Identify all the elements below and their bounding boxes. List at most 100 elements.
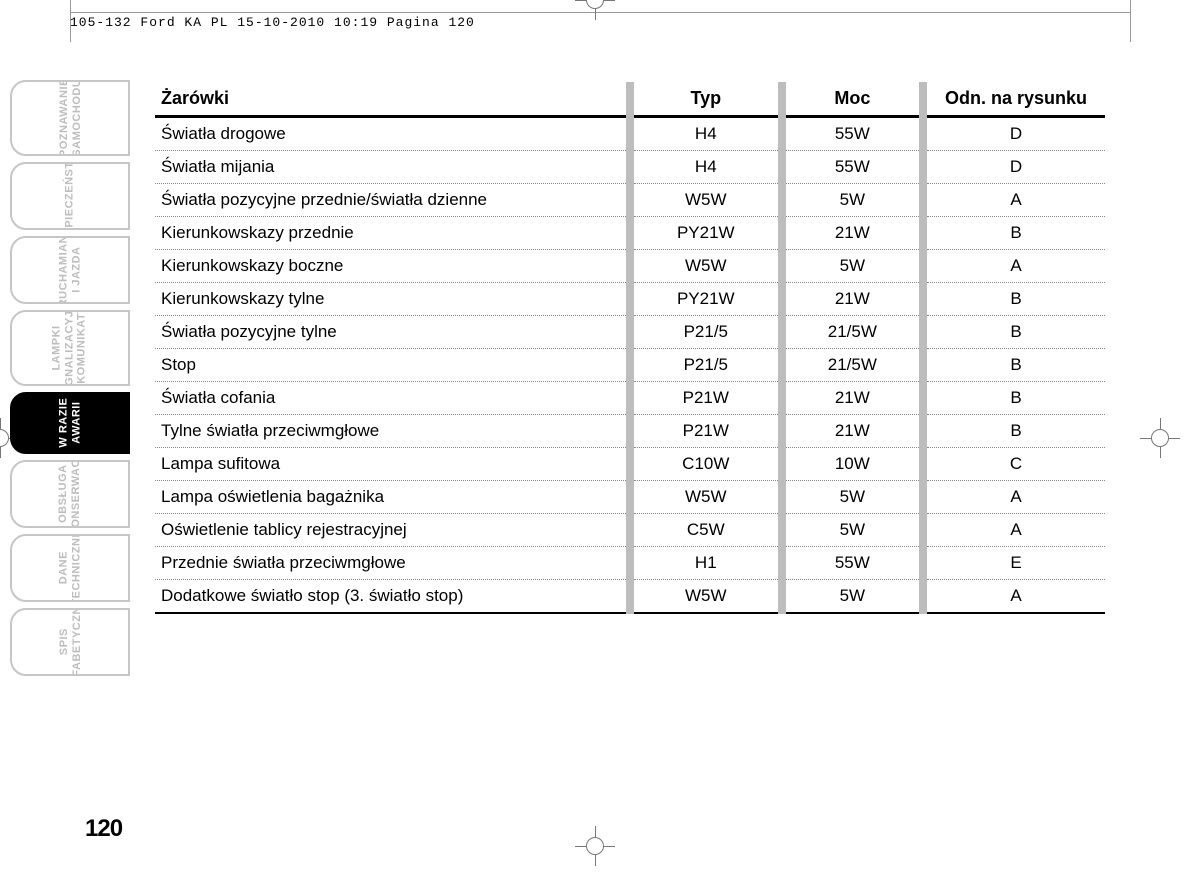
header-vert-right — [1130, 0, 1131, 42]
table-row: Kierunkowskazy boczneW5W5WA — [155, 250, 1105, 283]
table-cell: 21/5W — [782, 316, 923, 349]
table-cell: P21W — [630, 415, 782, 448]
table-cell: 55W — [782, 547, 923, 580]
sidebar-tab[interactable]: DANETECHNICZNE — [10, 534, 130, 602]
sidebar-tab-label: BEZPIECZEŃSTWO — [64, 162, 77, 230]
table-row: Światła mijaniaH455WD — [155, 151, 1105, 184]
table-cell: Dodatkowe światło stop (3. światło stop) — [155, 580, 630, 614]
table-cell: A — [923, 580, 1105, 614]
table-cell: Tylne światła przeciwmgłowe — [155, 415, 630, 448]
table-row: Lampa oświetlenia bagażnikaW5W5WA — [155, 481, 1105, 514]
table-cell: Stop — [155, 349, 630, 382]
table-row: Kierunkowskazy przedniePY21W21WB — [155, 217, 1105, 250]
table-cell: 21/5W — [782, 349, 923, 382]
table-cell: Światła cofania — [155, 382, 630, 415]
sidebar-tab[interactable]: OBSŁUGAI KONSERWACJA — [10, 460, 130, 528]
table-cell: 21W — [782, 415, 923, 448]
header-rule — [70, 12, 1130, 13]
table-row: StopP21/521/5WB — [155, 349, 1105, 382]
table-cell: B — [923, 382, 1105, 415]
table-row: Kierunkowskazy tylnePY21W21WB — [155, 283, 1105, 316]
sidebar-tab-label: DANETECHNICZNE — [57, 534, 82, 602]
table-cell: Lampa oświetlenia bagażnika — [155, 481, 630, 514]
table-cell: B — [923, 283, 1105, 316]
table-cell: C5W — [630, 514, 782, 547]
table-cell: 21W — [782, 382, 923, 415]
table-row: Światła cofaniaP21W21WB — [155, 382, 1105, 415]
table-header-cell: Typ — [630, 82, 782, 117]
table-cell: 5W — [782, 514, 923, 547]
table-cell: Kierunkowskazy boczne — [155, 250, 630, 283]
table-cell: A — [923, 250, 1105, 283]
sidebar-tab[interactable]: SPISAFABETYCZNY — [10, 608, 130, 676]
table-cell: Kierunkowskazy przednie — [155, 217, 630, 250]
table-cell: A — [923, 481, 1105, 514]
table-cell: Światła pozycyjne przednie/światła dzien… — [155, 184, 630, 217]
table-cell: 5W — [782, 580, 923, 614]
table-cell: D — [923, 151, 1105, 184]
table-cell: P21W — [630, 382, 782, 415]
sidebar-tab[interactable]: LAMPKISYGNALIZACYJNEI KOMUNIKATY — [10, 310, 130, 386]
table-row: Światła pozycyjne tylneP21/521/5WB — [155, 316, 1105, 349]
table-cell: 55W — [782, 151, 923, 184]
table-cell: PY21W — [630, 283, 782, 316]
sidebar-tab[interactable]: BEZPIECZEŃSTWO — [10, 162, 130, 230]
table-row: Tylne światła przeciwmgłoweP21W21WB — [155, 415, 1105, 448]
table-header-cell: Moc — [782, 82, 923, 117]
sidebar-tab[interactable]: URUCHAMIANIEI JAZDA — [10, 236, 130, 304]
table-cell: Światła pozycyjne tylne — [155, 316, 630, 349]
table-row: Lampa sufitowaC10W10WC — [155, 448, 1105, 481]
table-cell: B — [923, 415, 1105, 448]
table-cell: 21W — [782, 283, 923, 316]
table-cell: B — [923, 316, 1105, 349]
table-cell: W5W — [630, 481, 782, 514]
table-cell: 5W — [782, 184, 923, 217]
table-cell: W5W — [630, 184, 782, 217]
table-cell: Oświetlenie tablicy rejestracyjnej — [155, 514, 630, 547]
table-cell: H1 — [630, 547, 782, 580]
page-number: 120 — [85, 815, 122, 843]
table-cell: E — [923, 547, 1105, 580]
crop-header-text: 105-132 Ford KA PL 15-10-2010 10:19 Pagi… — [70, 15, 1130, 30]
sidebar-tab-label: SPISAFABETYCZNY — [57, 608, 82, 676]
table-cell: Przednie światła przeciwmgłowe — [155, 547, 630, 580]
table-cell: Lampa sufitowa — [155, 448, 630, 481]
table-cell: W5W — [630, 250, 782, 283]
sidebar-tab-label: OBSŁUGAI KONSERWACJA — [57, 460, 82, 528]
table-cell: C — [923, 448, 1105, 481]
sidebar-tab-label: URUCHAMIANIEI JAZDA — [57, 236, 82, 304]
table-cell: B — [923, 349, 1105, 382]
table-header-cell: Odn. na rysunku — [923, 82, 1105, 117]
table-cell: P21/5 — [630, 316, 782, 349]
bulb-table-container: ŻarówkiTypMocOdn. na rysunku Światła dro… — [155, 82, 1105, 614]
table-cell: Kierunkowskazy tylne — [155, 283, 630, 316]
table-cell: Światła drogowe — [155, 117, 630, 151]
sidebar-tabs: POZNAWANIESAMOCHODU BEZPIECZEŃSTWO URUCHAM… — [10, 80, 130, 682]
sidebar-tab-label: POZNAWANIESAMOCHODU — [57, 80, 82, 156]
table-row: Oświetlenie tablicy rejestracyjnejC5W5WA — [155, 514, 1105, 547]
table-row: Światła drogoweH455WD — [155, 117, 1105, 151]
sidebar-tab[interactable]: POZNAWANIESAMOCHODU — [10, 80, 130, 156]
table-cell: 55W — [782, 117, 923, 151]
table-cell: D — [923, 117, 1105, 151]
table-cell: A — [923, 514, 1105, 547]
table-cell: 21W — [782, 217, 923, 250]
table-cell: 10W — [782, 448, 923, 481]
table-cell: A — [923, 184, 1105, 217]
table-cell: C10W — [630, 448, 782, 481]
table-cell: W5W — [630, 580, 782, 614]
table-header-cell: Żarówki — [155, 82, 630, 117]
table-cell: 5W — [782, 250, 923, 283]
table-cell: B — [923, 217, 1105, 250]
table-cell: PY21W — [630, 217, 782, 250]
table-cell: H4 — [630, 151, 782, 184]
table-row: Dodatkowe światło stop (3. światło stop)… — [155, 580, 1105, 614]
table-row: Światła pozycyjne przednie/światła dzien… — [155, 184, 1105, 217]
bulb-table: ŻarówkiTypMocOdn. na rysunku Światła dro… — [155, 82, 1105, 614]
table-cell: Światła mijania — [155, 151, 630, 184]
table-cell: H4 — [630, 117, 782, 151]
sidebar-tab-label: LAMPKISYGNALIZACYJNEI KOMUNIKATY — [51, 310, 89, 386]
sidebar-tab[interactable]: W RAZIEAWARII — [10, 392, 130, 454]
sidebar-tab-label: W RAZIEAWARII — [57, 398, 82, 448]
table-row: Przednie światła przeciwmgłoweH155WE — [155, 547, 1105, 580]
